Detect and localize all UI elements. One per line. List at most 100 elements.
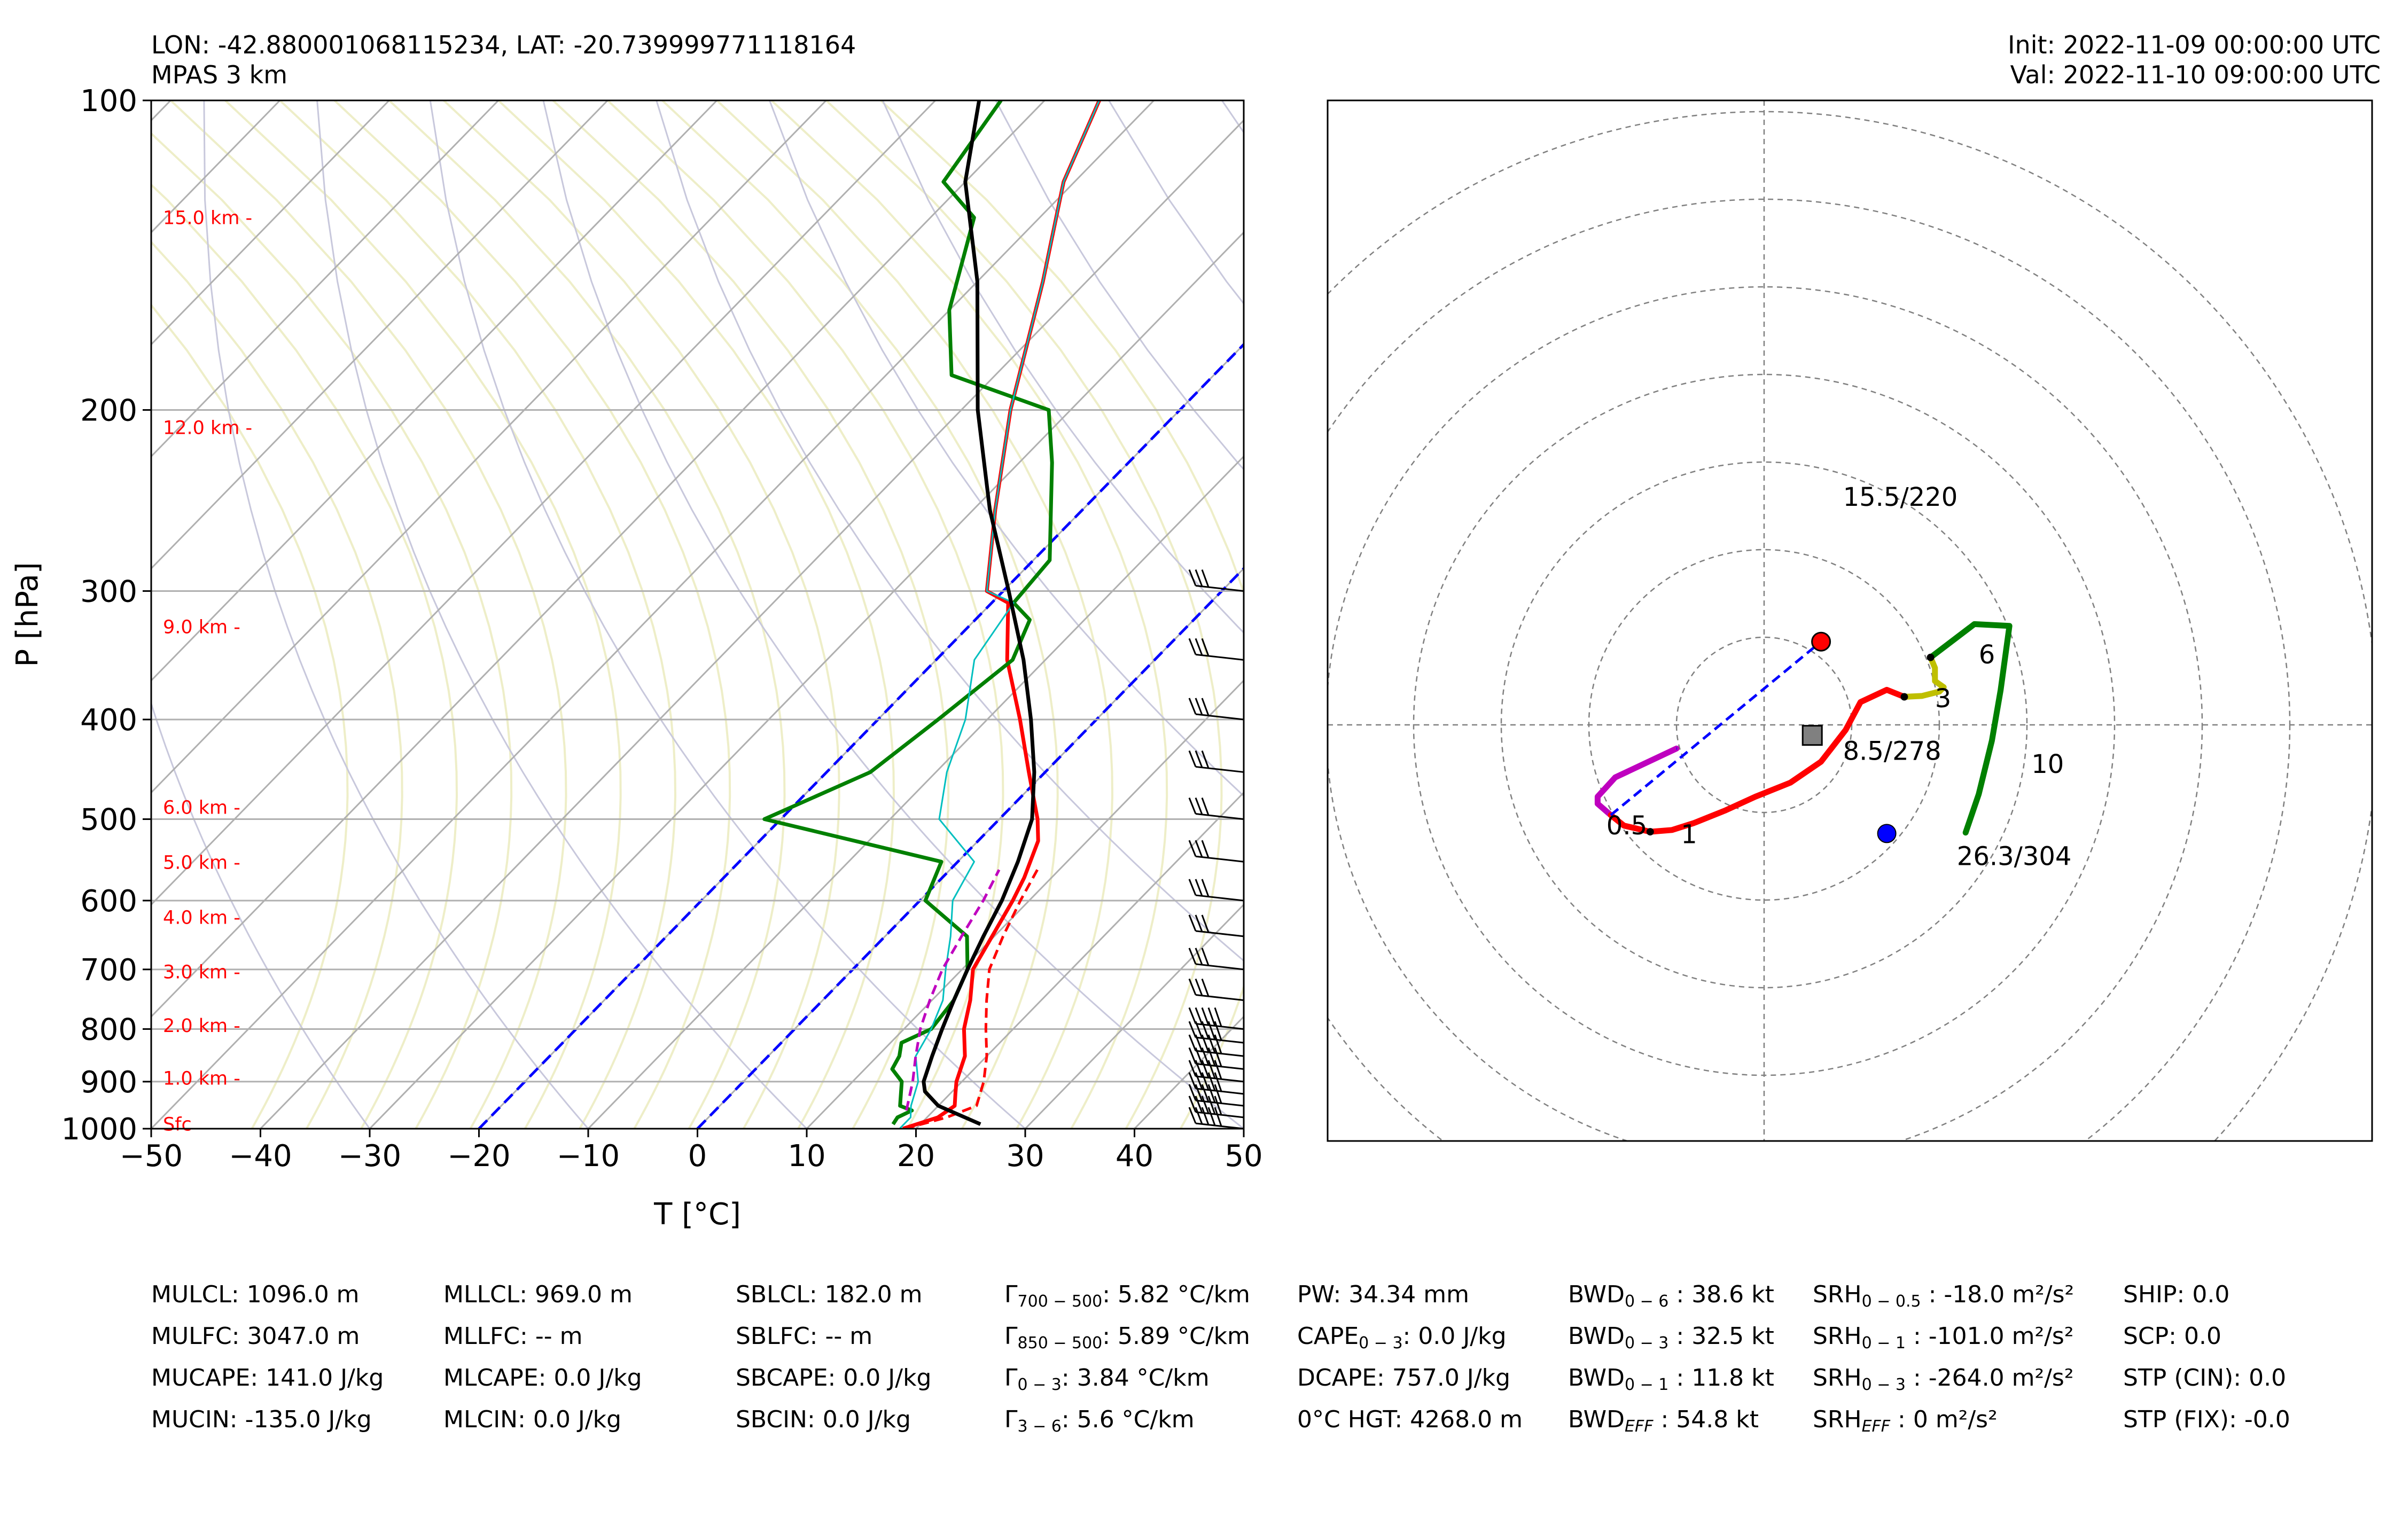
wind-barb-flag	[1201, 698, 1210, 716]
wind-barb-flag	[1214, 1060, 1222, 1080]
wind-barb-flag	[1195, 1084, 1203, 1101]
dry-adiabat-line	[316, 100, 808, 1129]
isotherm-line	[1024, 903, 1244, 1129]
moist-adiabat-line	[825, 100, 1223, 1129]
moist-adiabat-line	[716, 100, 1114, 1129]
dgz_parcel-profile	[905, 869, 1001, 1111]
param-cape-0-3: CAPE0 − 3: 0.0 J/kg	[1297, 1323, 1507, 1353]
wind-barb-flag	[1195, 840, 1203, 858]
height-label: 1.0 km -	[163, 1068, 240, 1089]
wind-barb-flag	[1195, 638, 1203, 656]
dry-adiabat-line	[1335, 100, 2402, 1151]
y-tick-label: 600	[80, 884, 137, 919]
wind-barb-shaft	[1195, 894, 1244, 902]
moist-adiabat-line	[170, 100, 567, 1129]
isotherm-line	[151, 100, 609, 570]
wind-barb-flag	[1188, 1007, 1197, 1025]
model-label: MPAS 3 km	[151, 60, 288, 89]
height-label: 3.0 km -	[163, 962, 240, 983]
hodograph-frame	[1327, 99, 2373, 1142]
wind-barb-shaft	[1195, 930, 1244, 937]
wind-barb-flag	[1214, 1107, 1222, 1127]
wind-barb-flag	[1201, 1096, 1210, 1114]
dry-adiabat-line	[542, 100, 1244, 1129]
param-lapse-3-6: Γ3 − 6: 5.6 °C/km	[1004, 1406, 1195, 1436]
isotherm-line	[1242, 1127, 1244, 1129]
wind-barb-flag	[1214, 1021, 1222, 1041]
isotherm-line	[696, 567, 1244, 1129]
params-srh-column: SRH0 − 0.5 : -18.0 m²/s² SRH0 − 1 : -101…	[1813, 1274, 2074, 1441]
hodograph-ring	[1500, 461, 2028, 989]
dry-adiabat-line	[151, 701, 371, 1129]
param-stp-fix: STP (FIX): -0.0	[2123, 1406, 2290, 1433]
param-bwd-0-1: BWD0 − 1 : 11.8 kt	[1568, 1364, 1774, 1394]
hodograph-height-label: 3	[1935, 684, 1952, 714]
height-marker-dot	[1900, 693, 1908, 701]
hodograph-height-label: 6	[1979, 640, 1995, 670]
wind-barb-shaft	[1195, 1075, 1244, 1083]
isotherm-line	[805, 679, 1244, 1129]
wind-barb-flag	[1195, 797, 1203, 815]
x-axis-label: T [°C]	[653, 1197, 741, 1232]
wind-barb-flag	[1188, 879, 1197, 896]
param-mlcin: MLCIN: 0.0 J/kg	[443, 1406, 622, 1433]
wind-barb-flag	[1188, 1060, 1197, 1077]
wind-barb-flag	[1201, 978, 1210, 997]
wind-barb-flag	[1188, 797, 1197, 815]
param-srh-0-3: SRH0 − 3 : -264.0 m²/s²	[1813, 1364, 2074, 1394]
wind-barb-flag	[1188, 948, 1197, 965]
param-freezing-height: 0°C HGT: 4268.0 m	[1297, 1406, 1523, 1433]
isotherm-line	[151, 100, 1155, 1129]
mean-wind-marker	[1802, 725, 1823, 746]
wind-barb-flag	[1214, 1034, 1222, 1054]
y-tick-label: 200	[80, 393, 137, 428]
wind-barb-flag	[1195, 948, 1203, 965]
x-tick-label: 10	[787, 1139, 825, 1174]
wind-barb-flag	[1195, 879, 1203, 896]
wind-barb-shaft	[1195, 653, 1244, 661]
wind-barb-shaft	[1195, 855, 1244, 863]
isotherm-line	[151, 100, 499, 458]
wind-barb-flag	[1195, 1072, 1203, 1090]
parcel-profile	[922, 100, 1036, 1126]
moist-adiabat-line	[443, 100, 840, 1129]
wind-barb-shaft	[1195, 1022, 1244, 1030]
moist-adiabats	[151, 100, 1244, 1129]
dry-adiabat-line	[1108, 100, 1244, 305]
x-tick-label: −50	[120, 1139, 183, 1174]
wind-barb-flag	[1207, 1021, 1216, 1040]
isotherm-line	[151, 100, 718, 682]
isotherm-line	[151, 100, 936, 906]
y-tick-label: 500	[80, 803, 137, 838]
hodograph-ring	[1328, 286, 2203, 1141]
wind-barb-flag	[1201, 948, 1210, 966]
x-tick-label: 0	[688, 1139, 707, 1174]
wetbulb-profile	[899, 100, 1100, 1129]
skewt-plot-area	[151, 100, 2402, 1151]
hodograph-panel: 15.5/220 8.5/278 26.3/304 0.5 1 36 10	[1327, 99, 2373, 1142]
moist-adiabat-line	[151, 183, 458, 1129]
wind-barb-flag	[1188, 1034, 1197, 1051]
wind-barb-shaft	[1195, 584, 1244, 592]
wind-barb-shaft	[1195, 1122, 1244, 1130]
hodograph-motion-label: 8.5/278	[1843, 737, 1941, 767]
param-sblcl: SBLCL: 182.0 m	[736, 1281, 923, 1308]
shear-vector-line	[1610, 640, 1822, 816]
wind-barbs	[1188, 569, 1244, 1130]
wind-barb-flag	[1188, 914, 1197, 932]
moist-adiabat-line	[497, 100, 895, 1129]
param-mlcape: MLCAPE: 0.0 J/kg	[443, 1364, 642, 1392]
wind-barb-flag	[1201, 1007, 1210, 1026]
param-pw: PW: 34.34 mm	[1297, 1281, 1469, 1308]
moist-adiabat-line	[770, 100, 1168, 1129]
wind-barb-flag	[1214, 1007, 1222, 1027]
wind-barb-flag	[1188, 698, 1197, 715]
x-tick-label: −10	[557, 1139, 620, 1174]
init-time-label: Init: 2022-11-09 00:00:00 UTC	[2007, 30, 2381, 59]
param-mllfc: MLLFC: -- m	[443, 1323, 583, 1350]
hodograph-motion-label: 15.5/220	[1843, 482, 1958, 512]
dry-adiabats	[151, 100, 2402, 1151]
dewpoint-profile	[762, 100, 1054, 1125]
isotherm-line	[915, 791, 1244, 1129]
isotherm-line	[151, 100, 390, 346]
